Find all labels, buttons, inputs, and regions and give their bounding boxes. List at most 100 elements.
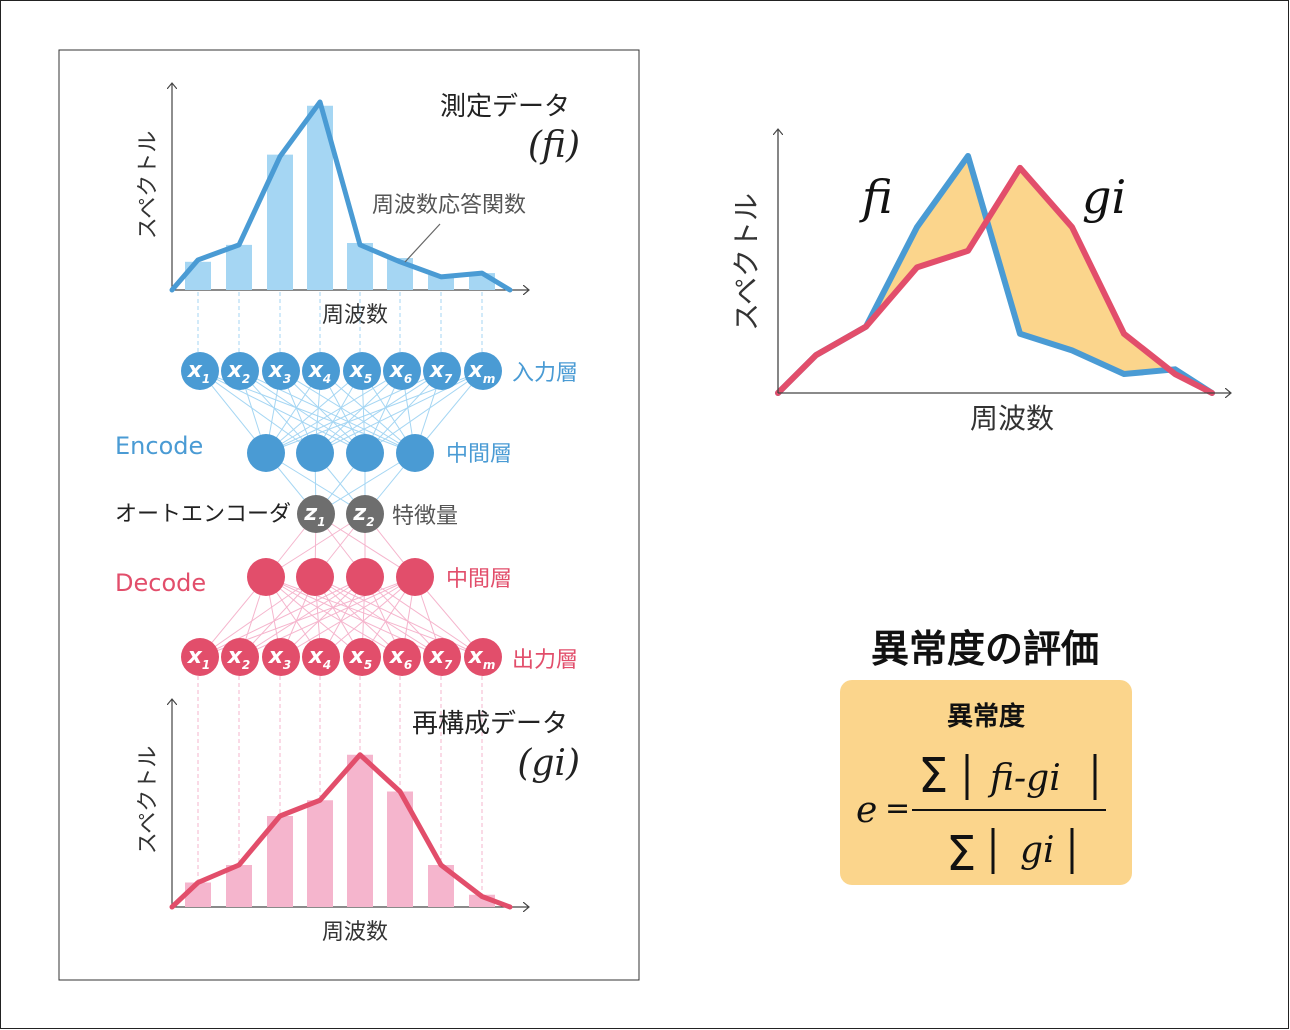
output-node-circle xyxy=(343,638,381,676)
input-node-label: x5 xyxy=(349,358,373,386)
output-node-7: x7 xyxy=(423,638,461,676)
output-node-label: x5 xyxy=(349,644,373,672)
compare-ylabel: スペクトル xyxy=(730,193,763,331)
output-node-6: x6 xyxy=(383,638,421,676)
latent-node-circle xyxy=(297,495,335,533)
formula-title: 異常度 xyxy=(947,701,1025,732)
top-xlabel: 周波数 xyxy=(322,303,388,328)
input-node-6: x6 xyxy=(383,352,421,390)
encode-connection xyxy=(239,370,366,454)
decode-connection xyxy=(314,576,403,658)
input-node-circle xyxy=(423,352,461,390)
top-series-line xyxy=(169,99,513,293)
bottom-bar xyxy=(185,882,211,907)
input-node-label: x3 xyxy=(268,358,292,386)
input-node-circle xyxy=(262,352,300,390)
output-node-label: x3 xyxy=(268,644,292,672)
output-node-circle xyxy=(302,638,340,676)
encode-hidden-node xyxy=(296,434,334,472)
encode-connection xyxy=(314,370,443,454)
formula-box xyxy=(840,680,1132,885)
bottom-bar xyxy=(226,865,252,907)
top-bar xyxy=(226,244,252,290)
decode-connection xyxy=(320,576,416,658)
input-node-circle xyxy=(383,352,421,390)
output-node-circle xyxy=(181,638,219,676)
evaluation-section: 異常度の評価 異常度 e = Σ fi-gi Σ gi xyxy=(840,627,1132,885)
decode-connection xyxy=(265,576,403,658)
gi-label: gi xyxy=(1082,170,1126,224)
input-node-circle xyxy=(343,352,381,390)
decode-connection xyxy=(265,576,363,658)
encode-hidden-node xyxy=(247,434,285,472)
latent-node-1: z1 xyxy=(297,495,335,533)
input-node-7: x7 xyxy=(423,352,461,390)
encode-connection xyxy=(280,370,416,454)
autoencoder-label: オートエンコーダ xyxy=(115,502,291,527)
encode-connection xyxy=(280,370,366,454)
input-layer-label: 入力層 xyxy=(512,361,578,386)
latent-node-circle xyxy=(346,495,384,533)
formula-denominator: gi xyxy=(1020,830,1055,871)
top-bar xyxy=(185,261,211,290)
fi-label: fi xyxy=(859,170,893,224)
decode-connection xyxy=(239,576,366,658)
encode-connection xyxy=(314,370,403,454)
bottom-ylabel: スペクトル xyxy=(136,746,161,854)
decode-connection xyxy=(199,576,316,658)
output-node-1: x1 xyxy=(181,638,219,676)
input-node-1: x1 xyxy=(181,352,219,390)
denominator-sigma: Σ xyxy=(946,826,976,882)
decode-hidden-node xyxy=(247,558,285,596)
decode-label: Decode xyxy=(115,569,206,597)
input-node-label: x1 xyxy=(187,358,211,386)
input-node-2: x2 xyxy=(221,352,259,390)
formula-eq: = xyxy=(885,791,910,826)
formula-numerator: fi-gi xyxy=(987,758,1061,799)
latent-node-label: z1 xyxy=(303,501,325,529)
output-node-4: x4 xyxy=(302,638,340,676)
title-clip-top xyxy=(583,60,638,130)
output-node-label: x4 xyxy=(308,644,332,672)
latent-label: 特徴量 xyxy=(392,504,458,529)
bottom-bar xyxy=(307,800,333,907)
input-node-3: x3 xyxy=(262,352,300,390)
latent-in-connection xyxy=(315,452,416,515)
output-node-3: x3 xyxy=(262,638,300,676)
output-node-2: x2 xyxy=(221,638,259,676)
decode-hidden-node xyxy=(296,558,334,596)
decode-hidden-node xyxy=(396,558,434,596)
encode-label: Encode xyxy=(115,432,203,460)
decode-connection xyxy=(280,576,366,658)
output-node-label: x7 xyxy=(429,644,453,672)
output-node-circle xyxy=(464,638,502,676)
numerator-sigma: Σ xyxy=(918,748,948,804)
top-chart: スペクトル 周波数 測定データ (fi) 周波数応答関数 xyxy=(136,84,580,328)
input-node-label: x6 xyxy=(389,358,413,386)
input-node-label: x4 xyxy=(308,358,332,386)
input-node-5: x5 xyxy=(343,352,381,390)
decode-hidden-label: 中間層 xyxy=(446,567,512,592)
input-node-4: x4 xyxy=(302,352,340,390)
bottom-title: 再構成データ xyxy=(412,709,568,739)
latent-node-label: z2 xyxy=(352,501,374,529)
encode-connection xyxy=(320,370,416,454)
decode-hidden-node xyxy=(346,558,384,596)
encode-hidden-node xyxy=(346,434,384,472)
top-ylabel: スペクトル xyxy=(136,131,161,239)
annotation-leader xyxy=(404,223,441,263)
bottom-chart: スペクトル 周波数 再構成データ (gi) xyxy=(136,700,580,945)
input-node-circle xyxy=(181,352,219,390)
formula-lhs: e xyxy=(856,790,877,831)
output-node-label: x6 xyxy=(389,644,413,672)
bottom-subtitle: (gi) xyxy=(517,743,580,784)
top-subtitle: (fi) xyxy=(528,125,580,166)
encode-connection xyxy=(265,370,403,454)
output-layer-label: 出力層 xyxy=(512,648,578,673)
bottom-series-line xyxy=(169,752,513,910)
input-node-label: x7 xyxy=(429,358,453,386)
bottom-bar xyxy=(267,816,293,907)
title-clip-bottom xyxy=(583,700,638,750)
decode-connection xyxy=(280,576,416,658)
